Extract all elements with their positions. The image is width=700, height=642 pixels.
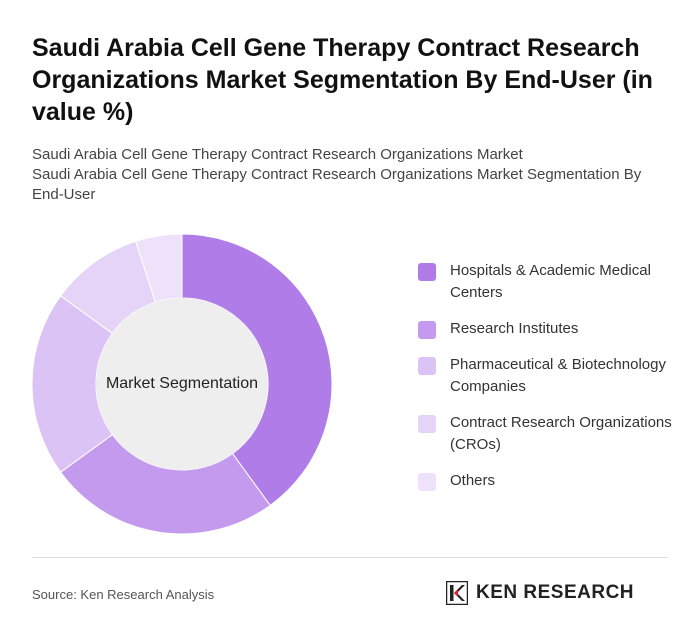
donut-slice-2 [59,433,271,535]
legend-swatch [418,357,436,375]
legend-item: Pharmaceutical & Biotechnology Companies [418,354,678,398]
chart-title: Saudi Arabia Cell Gene Therapy Contract … [32,34,653,126]
chart-subtitle: Saudi Arabia Cell Gene Therapy Contract … [32,145,672,205]
ken-research-logo-icon [446,581,468,605]
donut-slices [31,233,333,535]
legend-label: Pharmaceutical & Biotechnology Companies [450,356,666,395]
legend-swatch [418,473,436,491]
legend-label: Others [450,472,496,489]
footer-divider [32,557,668,558]
brand-name: KEN RESEARCH [476,582,635,603]
donut-chart-svg: Market Segmentation [31,233,333,535]
legend-item: Others [418,470,678,492]
donut-center-label: Market Segmentation [106,375,258,392]
legend-swatch [418,321,436,339]
legend-swatch [418,415,436,433]
legend-item: Research Institutes [418,318,678,340]
legend-label: Hospitals & Academic Medical Centers [450,262,651,301]
subtitle-line-1: Saudi Arabia Cell Gene Therapy Contract … [32,146,523,163]
chart-legend: Hospitals & Academic Medical Centers Rese… [418,260,678,506]
donut-chart: Market Segmentation [22,224,342,544]
donut-hole [96,298,268,470]
legend-item: Contract Research Organizations (CROs) [418,412,678,456]
legend-item: Hospitals & Academic Medical Centers [418,260,678,304]
subtitle-line-2: Saudi Arabia Cell Gene Therapy Contract … [32,166,642,203]
source-note: Source: Ken Research Analysis [32,587,215,602]
legend-label: Research Institutes [450,320,579,337]
legend-swatch [418,263,436,281]
brand-logo: KEN RESEARCH [446,581,634,605]
legend-label: Contract Research Organizations (CROs) [450,414,672,453]
